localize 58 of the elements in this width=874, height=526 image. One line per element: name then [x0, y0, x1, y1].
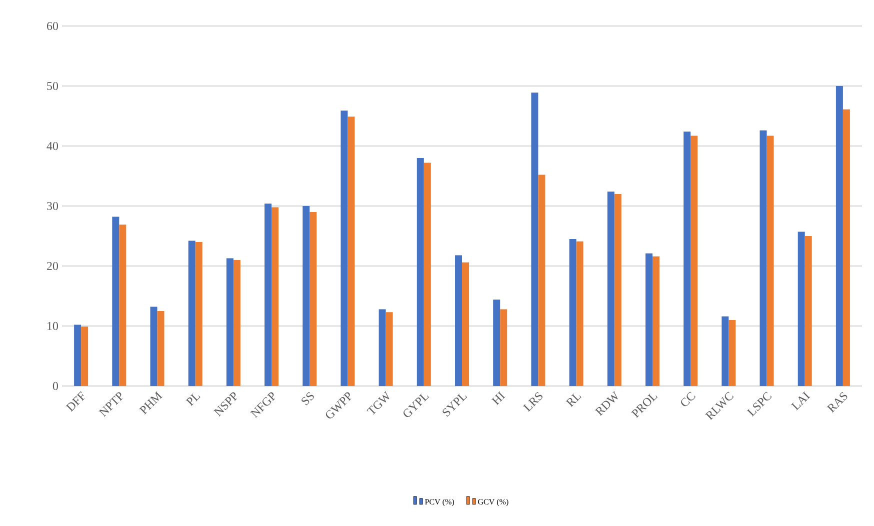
bar — [607, 192, 614, 386]
bar — [531, 92, 538, 386]
x-tick-label: SS — [302, 392, 314, 406]
bar — [150, 306, 158, 386]
bar — [652, 256, 660, 386]
bar — [462, 262, 470, 386]
bar — [310, 212, 317, 386]
bar — [386, 312, 393, 386]
bar — [766, 136, 774, 386]
bar — [455, 255, 462, 386]
x-tick-label: RL — [566, 394, 582, 408]
y-tick-label: 10 — [48, 322, 58, 330]
y-tick-label: 30 — [47, 202, 58, 210]
bar — [157, 310, 164, 386]
x-tick-label: PL — [186, 394, 200, 406]
bar — [493, 300, 500, 386]
bar — [264, 204, 272, 386]
bar — [74, 324, 82, 386]
bar — [798, 232, 805, 386]
bar — [728, 320, 736, 386]
legend-label: PCV (%) — [425, 498, 454, 506]
bar — [272, 207, 279, 386]
bar — [836, 86, 843, 386]
bar — [722, 316, 729, 386]
y-tick-label: 20 — [47, 262, 58, 270]
bar — [760, 130, 767, 386]
bar — [500, 309, 508, 386]
bar — [645, 253, 652, 386]
bar — [614, 194, 622, 386]
y-tick-label: 40 — [46, 142, 58, 150]
x-tick-label: CC — [681, 392, 696, 406]
bar — [842, 109, 850, 386]
y-tick-label: 60 — [46, 22, 58, 30]
bar — [195, 242, 202, 386]
bar — [576, 241, 584, 386]
bar — [684, 132, 691, 386]
bar — [538, 174, 546, 386]
bar — [302, 206, 310, 386]
bar — [804, 236, 812, 386]
bar — [416, 158, 424, 386]
bar — [226, 258, 234, 386]
bar — [424, 162, 431, 386]
bar — [340, 110, 348, 386]
y-tick-label: 0 — [52, 382, 58, 390]
legend-label: GCV (%) — [478, 498, 508, 506]
bar — [348, 116, 355, 386]
bar — [119, 224, 126, 386]
bar — [112, 216, 120, 386]
x-tick-label: LAI — [791, 391, 810, 410]
x-tick-label: HI — [491, 391, 506, 406]
bar — [81, 326, 88, 386]
bar — [378, 309, 386, 386]
y-tick-label: 50 — [47, 82, 58, 90]
bar — [690, 136, 698, 386]
bar — [569, 238, 576, 386]
bar — [188, 240, 196, 386]
bar — [233, 260, 240, 386]
x-tick-label: LRS — [522, 392, 542, 412]
